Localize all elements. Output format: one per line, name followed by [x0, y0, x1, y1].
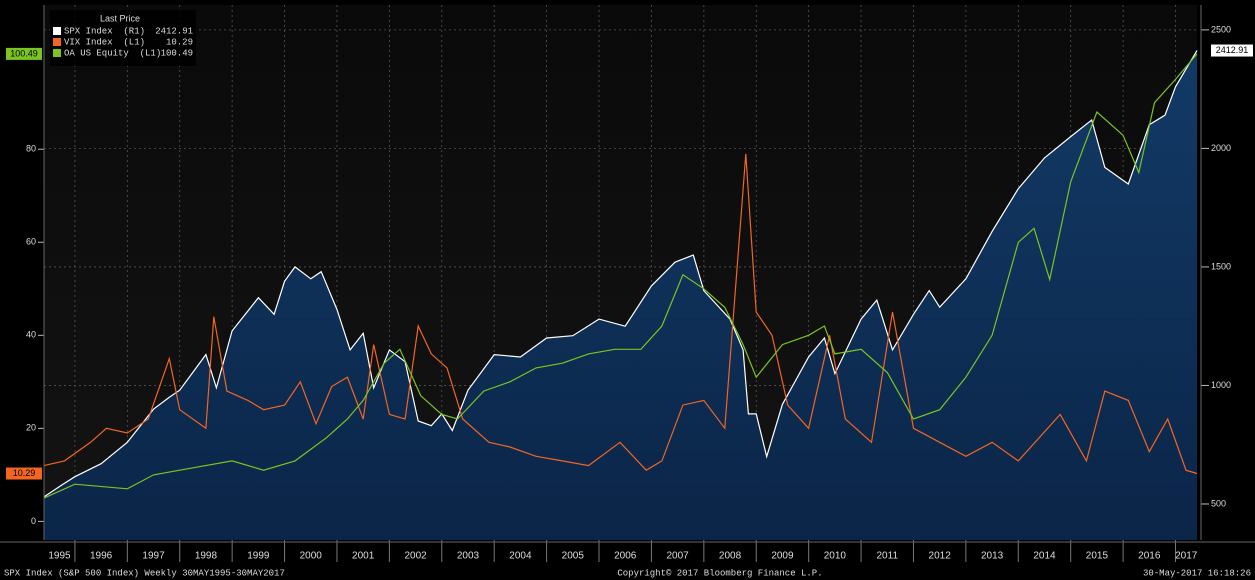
last-price-label: 10.29 [13, 468, 36, 478]
x-tick-label: 2013 [981, 551, 1004, 562]
legend-label: VIX Index (L1) [64, 37, 145, 47]
legend-value: 10.29 [166, 37, 193, 47]
y-tick-label: 80 [26, 144, 36, 154]
x-tick-label: 2005 [562, 551, 585, 562]
x-tick-label: 2008 [719, 551, 742, 562]
y2-tick-label: 2000 [1211, 143, 1231, 153]
x-tick-label: 2002 [404, 551, 427, 562]
y2-tick-label: 2500 [1211, 24, 1231, 34]
x-tick-label: 1996 [90, 551, 113, 562]
legend-swatch [53, 27, 61, 35]
series-line [43, 53, 1198, 499]
y-tick-label: 20 [26, 423, 36, 433]
last-price-tag [6, 47, 42, 60]
x-tick-label: 2004 [509, 551, 532, 562]
y-tick-label: 0 [31, 516, 36, 526]
x-tick-label: 2006 [614, 551, 637, 562]
y-tick-label: 60 [26, 237, 36, 247]
x-tick-label: 1998 [195, 551, 218, 562]
legend-label: SPX Index (R1) [64, 26, 145, 36]
x-tick-label: 1997 [142, 551, 165, 562]
y-tick-label: 40 [26, 330, 36, 340]
last-price-tag [1211, 44, 1253, 57]
series-line [43, 153, 1198, 475]
series-line [43, 50, 1198, 498]
x-tick-label: 2014 [1033, 551, 1056, 562]
x-tick-label: 2017 [1175, 551, 1198, 562]
x-tick-label: 2015 [1086, 551, 1109, 562]
legend-value: 2412.91 [155, 26, 193, 36]
x-tick-label: 2016 [1138, 551, 1161, 562]
last-price-label: 2412.91 [1216, 45, 1249, 55]
legend-label: OA US Equity (L1) [64, 48, 161, 58]
legend-title: Last Price [100, 13, 140, 23]
legend-swatch [53, 38, 61, 46]
x-tick-label: 2003 [457, 551, 480, 562]
last-price-tag [6, 467, 42, 480]
x-tick-label: 2010 [824, 551, 847, 562]
x-tick-label: 1995 [48, 551, 71, 562]
footer [0, 565, 1255, 580]
legend-value: 100.49 [161, 48, 193, 58]
legend-box [50, 10, 196, 66]
y2-tick-label: 1000 [1211, 380, 1231, 390]
footer-left: SPX Index (S&P 500 Index) Weekly 30MAY19… [4, 568, 285, 578]
x-tick-label: 2012 [929, 551, 952, 562]
y2-tick-label: 1500 [1211, 261, 1231, 271]
series-area [44, 50, 1197, 540]
x-tick-label: 2009 [771, 551, 794, 562]
y2-tick-label: 500 [1211, 498, 1226, 508]
legend-swatch [53, 49, 61, 57]
x-tick-label: 1999 [247, 551, 270, 562]
x-tick-label: 2000 [300, 551, 323, 562]
footer-right: 30-May-2017 16:18:26 [1143, 568, 1251, 578]
footer-center: Copyright© 2017 Bloomberg Finance L.P. [617, 568, 822, 578]
x-tick-label: 2007 [667, 551, 690, 562]
x-tick-label: 2011 [877, 551, 899, 562]
x-tick-label: 2001 [352, 551, 375, 562]
last-price-label: 100.49 [10, 48, 38, 58]
